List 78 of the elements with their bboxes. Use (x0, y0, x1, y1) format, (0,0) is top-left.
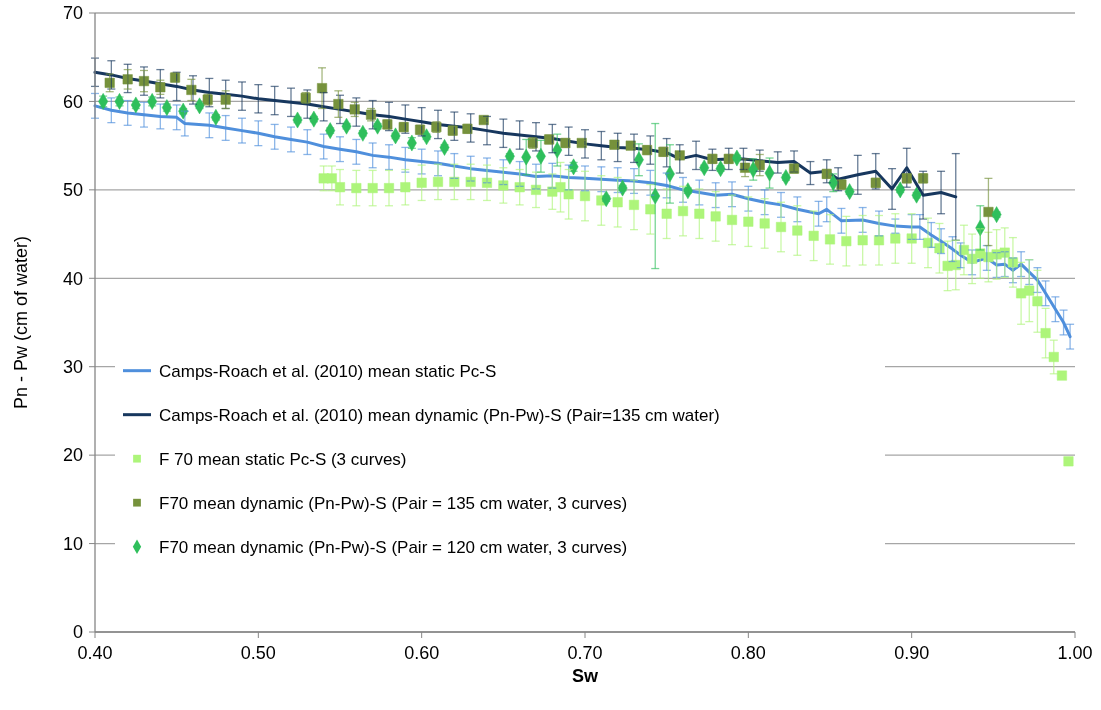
point (317, 83, 328, 94)
point (400, 182, 411, 193)
point (498, 180, 509, 191)
point (326, 173, 337, 184)
y-tick-label: 50 (62, 180, 83, 201)
point (416, 177, 427, 188)
point (186, 84, 197, 95)
point (1024, 285, 1035, 296)
point (923, 237, 933, 248)
point (645, 204, 656, 215)
point (950, 260, 961, 271)
point (759, 218, 770, 229)
point (776, 222, 786, 232)
x-tick-label: 0.50 (240, 643, 276, 663)
point (825, 234, 835, 245)
y-tick-label: 30 (62, 357, 83, 378)
point (983, 206, 994, 217)
point (139, 76, 149, 87)
x-tick-label: 1.00 (1057, 643, 1093, 663)
x-axis-title: Sw (571, 666, 599, 686)
y-tick-label: 10 (62, 533, 83, 554)
point (333, 99, 344, 110)
point (220, 94, 231, 105)
point (661, 208, 672, 219)
point (874, 235, 884, 246)
legend-label: Camps-Roach et al. (2010) mean dynamic (Pn-Pw)-S (Pair=135 cm water) (159, 405, 720, 425)
point (1032, 296, 1043, 307)
point (563, 189, 574, 200)
point (465, 176, 476, 187)
point (433, 176, 443, 187)
point (555, 182, 566, 193)
point (384, 183, 394, 194)
point (335, 182, 345, 193)
point (1056, 370, 1067, 381)
y-tick-label: 0 (72, 622, 83, 643)
point (351, 183, 362, 194)
y-tick-label: 60 (62, 91, 83, 112)
point (890, 233, 901, 244)
point (808, 230, 819, 241)
point (857, 235, 868, 246)
x-tick-label: 0.90 (894, 643, 930, 663)
y-tick-label: 20 (62, 445, 83, 466)
legend-label: F 70 mean static Pc-S (3 curves) (159, 449, 407, 469)
x-tick-label: 0.40 (77, 643, 113, 663)
point (629, 199, 639, 210)
point (580, 191, 590, 202)
point (367, 183, 378, 194)
legend-label: F70 mean dynamic (Pn-Pw)-S (Pair = 135 cm water, 3 curves) (159, 493, 628, 513)
point (449, 176, 460, 187)
point (694, 208, 705, 219)
point (1007, 257, 1018, 268)
x-tick-label: 0.80 (730, 643, 766, 663)
point (514, 182, 525, 193)
point (612, 197, 623, 208)
point (743, 216, 754, 227)
point (958, 245, 969, 255)
point (1063, 456, 1074, 467)
point (1040, 328, 1051, 339)
point (740, 162, 751, 173)
point (531, 184, 541, 195)
x-tick-label: 0.60 (404, 643, 440, 663)
y-tick-label: 70 (62, 3, 83, 24)
legend-label: Camps-Roach et al. (2010) mean static Pc-S (159, 361, 497, 381)
point (841, 236, 852, 247)
point (710, 211, 721, 222)
point (967, 253, 978, 264)
point (678, 206, 688, 217)
point (792, 225, 803, 236)
point (934, 243, 945, 254)
y-tick-label: 40 (62, 268, 83, 289)
point (482, 177, 492, 188)
point (1048, 351, 1059, 362)
point (122, 74, 133, 85)
x-tick-label: 0.70 (567, 643, 603, 663)
point (104, 77, 115, 88)
point (727, 214, 737, 225)
legend-label: F70 mean dynamic (Pn-Pw)-S (Pair = 120 cm water, 3 curves) (159, 537, 628, 557)
y-axis-title: Pn - Pw (cm of water) (11, 235, 31, 410)
